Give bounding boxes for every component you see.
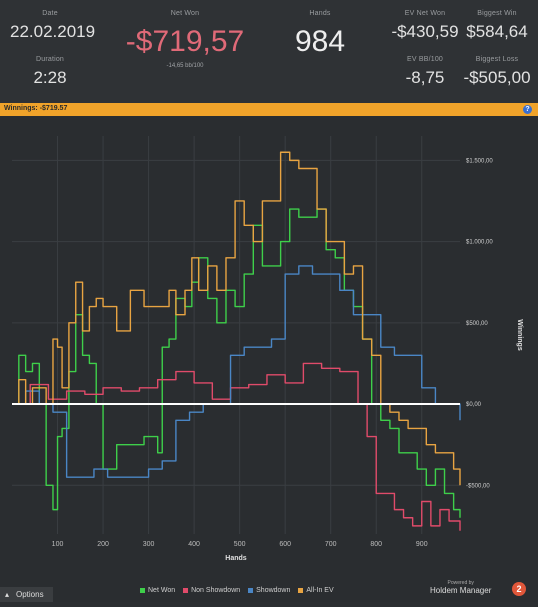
legend-swatch	[140, 587, 145, 593]
x-tick-label: 700	[325, 541, 337, 548]
winnings-header-label: Winnings: -$719.57	[4, 105, 68, 112]
biggest-win-label: Biggest Win	[477, 10, 517, 17]
y-tick-label: $1.000,00	[466, 240, 493, 246]
ev-net-won-label: EV Net Won	[404, 10, 446, 17]
hands-label: Hands	[309, 10, 331, 17]
legend-swatch	[248, 587, 254, 593]
hands-value: 984	[294, 25, 346, 58]
stats-panel: Date 22.02.2019 Duration 2:28 Net Won -$…	[0, 0, 538, 103]
y-tick-label: $0,00	[466, 402, 482, 408]
x-axis-label: Hands	[225, 555, 247, 562]
y-tick-label: $1.500,00	[466, 158, 493, 164]
y-tick-label: -$500,00	[466, 483, 490, 489]
legend-item[interactable]: All-In EV	[298, 587, 334, 594]
date-stat: Date 22.02.2019	[10, 10, 96, 42]
chart-area: 100 200 300 400 500 600 700 800 900 $1.500,00 $1.0…	[0, 116, 538, 602]
brand-powered-by: Powered by	[447, 580, 474, 586]
biggest-loss-label: Biggest Loss	[475, 56, 519, 63]
chart-legend: Net Won Non Showdown Showdown All-In EV	[140, 587, 342, 594]
x-tick-label: 600	[279, 541, 291, 548]
legend-label: All-In EV	[306, 587, 334, 594]
x-tick-label: 200	[97, 541, 109, 548]
ev-net-won-stat: EV Net Won -$430,59	[385, 10, 465, 42]
y-axis-label: Winnings	[516, 319, 523, 351]
duration-value: 2:28	[33, 68, 67, 87]
legend-swatch	[298, 587, 304, 593]
series-line-showdown	[12, 265, 461, 478]
net-won-stat: Net Won -$719,57 -14,65 bb/100	[110, 10, 260, 69]
x-tick-label: 500	[234, 541, 246, 548]
legend-label: Net Won	[148, 587, 176, 594]
legend-label: Showdown	[256, 587, 291, 594]
duration-stat: Duration 2:28	[10, 56, 90, 88]
y-tick-label: $500,00	[466, 321, 488, 327]
winnings-chart: 100 200 300 400 500 600 700 800 900 $1.500,00 $1.0…	[12, 136, 523, 562]
series-line-non-showdown	[12, 362, 461, 531]
brand-name: Holdem Manager	[430, 586, 492, 595]
x-tick-label: 400	[188, 541, 200, 548]
ev-bb100-label: EV BB/100	[406, 56, 444, 63]
ev-bb100-value: -8,75	[405, 68, 445, 87]
x-tick-label: 100	[52, 541, 64, 548]
brand-block: Powered by Holdem Manager	[430, 580, 491, 595]
winnings-header-bar: Winnings: -$719.57 ?	[0, 103, 538, 116]
date-value: 22.02.2019	[10, 22, 96, 41]
x-tick-label: 300	[143, 541, 155, 548]
options-button[interactable]: ▴ Options	[0, 587, 53, 602]
duration-label: Duration	[35, 56, 65, 63]
biggest-win-value: $584,64	[466, 22, 528, 41]
net-won-label: Net Won	[170, 10, 200, 17]
net-won-bb100: -14,65 bb/100	[166, 63, 204, 69]
date-label: Date	[42, 10, 58, 17]
legend-swatch	[183, 587, 189, 593]
legend-label: Non Showdown	[191, 587, 241, 594]
holdem-manager-logo: 2	[512, 582, 526, 596]
series-line-all-in-ev	[12, 151, 461, 486]
legend-item[interactable]: Non Showdown	[183, 587, 240, 594]
biggest-win-stat: Biggest Win $584,64	[458, 10, 536, 42]
biggest-loss-stat: Biggest Loss -$505,00	[458, 56, 536, 88]
series-line-net-won	[12, 208, 461, 518]
options-label: Options	[16, 590, 44, 599]
x-tick-label: 900	[416, 541, 428, 548]
legend-item[interactable]: Showdown	[248, 587, 290, 594]
biggest-loss-value: -$505,00	[463, 68, 531, 87]
chevron-up-icon: ▴	[5, 590, 10, 599]
hands-stat: Hands 984	[280, 10, 360, 59]
legend-item[interactable]: Net Won	[140, 587, 175, 594]
net-won-value: -$719,57	[125, 25, 245, 58]
help-icon[interactable]: ?	[523, 105, 532, 114]
x-tick-label: 800	[370, 541, 382, 548]
ev-net-won-value: -$430,59	[391, 22, 459, 41]
ev-bb100-stat: EV BB/100 -8,75	[385, 56, 465, 88]
